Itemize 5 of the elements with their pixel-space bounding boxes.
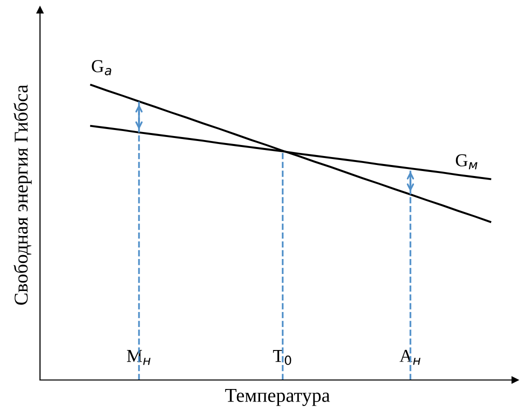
y-axis-title: Свободная энергия Гиббса [14, 84, 32, 305]
series-label: G$_{a}$ [92, 60, 112, 76]
x-axis-title: Температура [225, 389, 330, 406]
x-tick-label: A$_{н}$ [400, 350, 420, 365]
series-label: G$_{м}$ [456, 154, 478, 170]
